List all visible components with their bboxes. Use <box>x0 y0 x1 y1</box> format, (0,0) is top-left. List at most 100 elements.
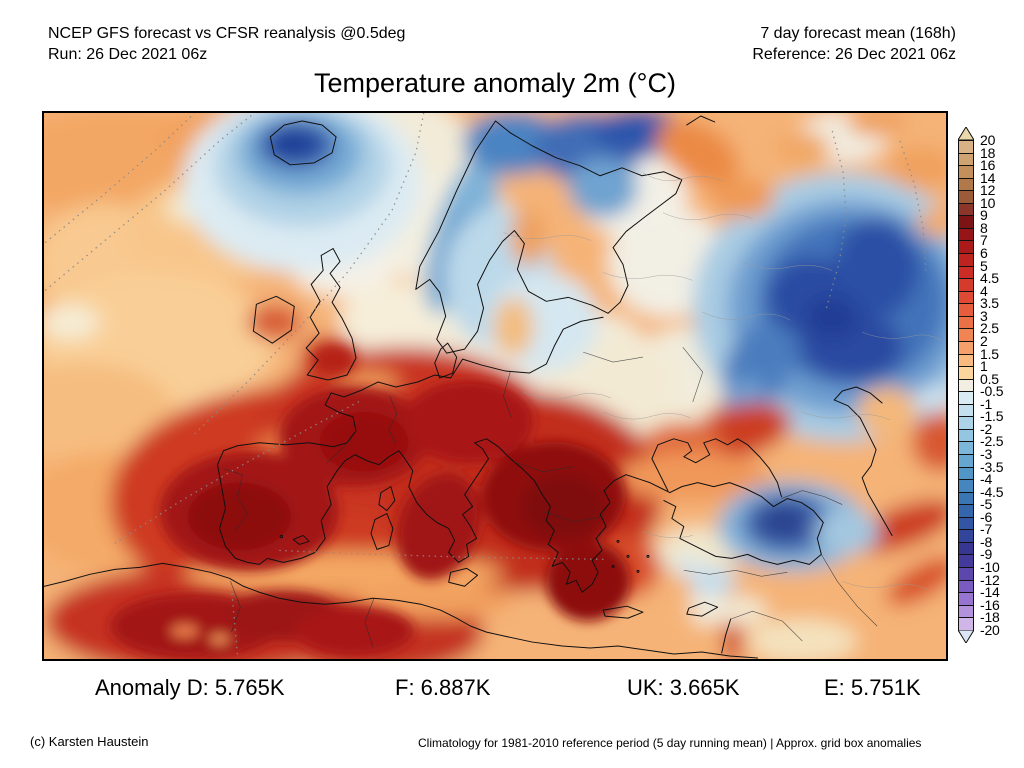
colorbar-arrow-down <box>958 629 974 643</box>
colorbar-tick-label: -0.5 <box>980 383 1004 400</box>
colorbar-segment <box>958 617 974 631</box>
colorbar-segment <box>958 403 974 418</box>
colorbar-segment <box>958 278 974 292</box>
coast-cyprus <box>686 601 719 617</box>
colorbar-tick-label: -9 <box>980 546 993 563</box>
colorbar-segment <box>958 303 974 317</box>
colorbar-segment <box>958 391 974 405</box>
colorbar-segment <box>958 227 974 242</box>
colorbar-tick-label: 6 <box>980 245 988 262</box>
colorbar-tick-label: -2 <box>980 420 993 437</box>
colorbar-tick-label: -20 <box>980 621 1000 638</box>
coast-levant <box>721 618 732 654</box>
coastlines <box>44 115 893 659</box>
colorbar-tick-label: -5 <box>980 496 993 513</box>
colorbar-tick-label: 10 <box>980 194 996 211</box>
colorbar-tick-label: -8 <box>980 533 993 550</box>
header-left: NCEP GFS forecast vs CFSR reanalysis @0.… <box>48 23 405 65</box>
stat-germany: Anomaly D: 5.765K <box>95 675 285 700</box>
coast-balearics <box>292 534 310 545</box>
colorbar-legend: 20 18 16 14 12 10 9 8 7 6 5 4.5 4 3.5 3 2.5 2 1.5 1 0.5 -0.5… <box>958 127 1020 649</box>
colorbar-tick-label: 2.5 <box>980 320 999 337</box>
stat-france: F: 6.887K <box>395 675 491 700</box>
colorbar-segment <box>958 592 974 606</box>
colorbar-tick-label: 5 <box>980 257 988 274</box>
colorbar-segment <box>958 140 974 154</box>
admin-borders <box>503 172 942 590</box>
colorbar-tick-label: -14 <box>980 584 1000 601</box>
colorbar-segment <box>958 177 974 192</box>
colorbar-segment <box>958 579 974 594</box>
country-borders <box>223 346 878 648</box>
colorbar-tick-label: 4.5 <box>980 270 999 287</box>
colorbar-segment <box>958 265 974 280</box>
colorbar-tick-label: 8 <box>980 219 988 236</box>
colorbar-segment <box>958 290 974 305</box>
coast-north-africa <box>44 562 759 659</box>
coast-corsica <box>378 486 396 512</box>
colorbar-tick-label: 12 <box>980 182 996 199</box>
coast-caspian-north <box>833 386 883 404</box>
colorbar-tick-label: 2 <box>980 332 988 349</box>
run-info: Run: 26 Dec 2021 06z <box>48 46 208 63</box>
colorbar-tick-label: 20 <box>980 132 996 148</box>
colorbar-segment <box>958 165 974 179</box>
colorbar-tick-label: 7 <box>980 232 988 249</box>
colorbar-tick-label: 1.5 <box>980 345 999 362</box>
colorbar-segment <box>958 516 974 531</box>
colorbar-segment <box>958 240 974 255</box>
colorbar-segment <box>958 253 974 267</box>
colorbar-tick-label: 16 <box>980 157 996 174</box>
colorbar-tick-label: -2.5 <box>980 433 1004 450</box>
colorbar-tick-label: -10 <box>980 559 1000 576</box>
forecast-range: 7 day forecast mean (168h) <box>760 25 956 42</box>
climatology-note: Climatology for 1981-2010 reference peri… <box>418 736 922 750</box>
colorbar-tick-label: 9 <box>980 207 988 224</box>
colorbar-tick-label: -1.5 <box>980 408 1004 425</box>
colorbar-segment <box>958 529 974 543</box>
coast-arctic-island <box>686 115 716 126</box>
coast-scandinavia <box>415 120 683 354</box>
colorbar-segment <box>958 215 974 229</box>
coast-sardinia <box>370 513 394 550</box>
colorbar-tick-label: -1 <box>980 395 993 412</box>
anomaly-map <box>44 113 946 659</box>
colorbar-tick-label: 4 <box>980 282 988 299</box>
colorbar-tick-label: -7 <box>980 521 993 538</box>
coast-denmark <box>434 342 458 379</box>
colorbar-segment <box>958 504 974 518</box>
coast-crete <box>602 605 644 619</box>
warm-cores <box>109 345 631 659</box>
colorbar-segment <box>958 466 974 481</box>
colorbar-segment <box>958 328 974 342</box>
colorbar-segment <box>958 366 974 380</box>
graticule <box>44 113 927 656</box>
colorbar-segment <box>958 554 974 569</box>
colorbar-tick-label: 3.5 <box>980 295 999 312</box>
colorbar-arrow-up <box>958 127 974 140</box>
coast-great-britain <box>305 248 357 381</box>
colorbar-segment <box>958 604 974 619</box>
colorbar-tick-label: -3 <box>980 446 993 462</box>
colorbar-tick-label: 14 <box>980 169 996 186</box>
colorbar-segment <box>958 454 974 468</box>
coast-black-sea <box>651 438 782 498</box>
colorbar-segment <box>958 353 974 368</box>
colorbar-segment <box>958 378 974 393</box>
model-info: NCEP GFS forecast vs CFSR reanalysis @0.… <box>48 25 406 42</box>
colorbar-tick-label: 3 <box>980 307 988 324</box>
colorbar-segment <box>958 202 974 217</box>
coast-caspian-west <box>833 399 893 536</box>
credit-text: (c) Karsten Haustein <box>30 734 149 749</box>
colorbar-tick-label: -3.5 <box>980 458 1004 475</box>
page-title: Temperature anomaly 2m (°C) <box>314 68 676 98</box>
colorbar-segment <box>958 491 974 506</box>
colorbar-tick-label: -16 <box>980 596 1000 613</box>
colorbar-segment <box>958 441 974 455</box>
colorbar-segment <box>958 340 974 355</box>
colorbar-segment <box>958 416 974 430</box>
coast-turkey-north <box>663 482 824 565</box>
colorbar-segment <box>958 567 974 581</box>
stat-uk: UK: 3.665K <box>627 675 740 700</box>
